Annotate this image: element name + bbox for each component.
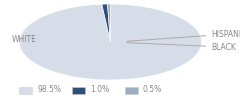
Wedge shape <box>108 4 110 42</box>
Wedge shape <box>19 4 202 80</box>
Wedge shape <box>102 4 110 42</box>
Text: HISPANIC: HISPANIC <box>127 30 240 41</box>
Bar <box>72 86 85 94</box>
Text: 1.0%: 1.0% <box>90 86 109 94</box>
Bar <box>19 86 32 94</box>
Text: BLACK: BLACK <box>127 42 236 52</box>
Text: 98.5%: 98.5% <box>37 86 61 94</box>
Text: 0.5%: 0.5% <box>143 86 162 94</box>
Text: WHITE: WHITE <box>12 36 37 44</box>
Bar <box>125 86 138 94</box>
